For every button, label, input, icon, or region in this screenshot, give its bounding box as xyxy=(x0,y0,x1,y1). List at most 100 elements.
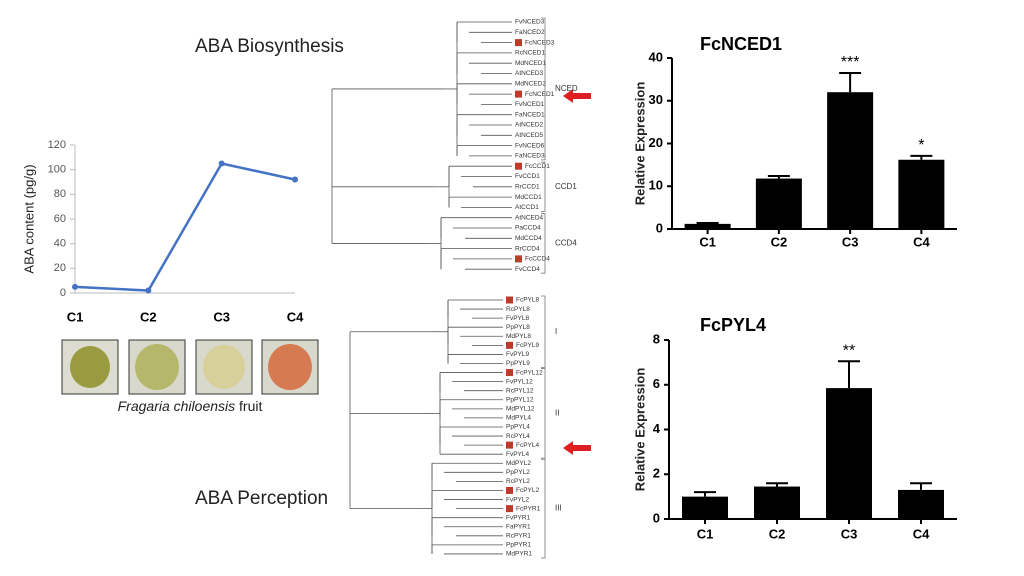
leaf-label: PpPYL4 xyxy=(506,424,530,431)
x-tick-label: C2 xyxy=(769,526,786,541)
leaf-label: MdNCED2 xyxy=(515,81,546,88)
group-bracket xyxy=(541,17,546,161)
y-tick-label: 40 xyxy=(54,238,66,250)
leaf-label: FvCCD1 xyxy=(515,173,540,180)
leaf-label: PpPYL9 xyxy=(506,360,530,367)
leaf-label: FcPYL8 xyxy=(516,297,540,304)
y-tick-label: 0 xyxy=(656,220,663,235)
group-bracket xyxy=(541,458,546,559)
leaf-label: PpPYL8 xyxy=(506,324,530,331)
bar xyxy=(755,178,802,229)
bar xyxy=(898,489,944,519)
leaf-label: FcPYL2 xyxy=(516,487,540,494)
y-tick-label: 20 xyxy=(649,135,663,150)
bar xyxy=(754,486,800,519)
marker xyxy=(515,162,522,170)
leaf-label: FvPYL4 xyxy=(506,451,530,458)
perception-heading: ABA Perception xyxy=(195,488,328,509)
bar xyxy=(826,388,872,519)
leaf-label: FvNCED1 xyxy=(515,101,545,108)
x-tick-label: C4 xyxy=(913,526,930,541)
y-tick-label: 60 xyxy=(54,213,66,225)
leaf-label: FvPYL8 xyxy=(506,315,530,322)
y-tick-label: 2 xyxy=(653,466,660,481)
y-tick-label: 0 xyxy=(60,287,66,299)
marker xyxy=(515,39,522,47)
x-tick-label: C2 xyxy=(771,234,788,249)
leaf-label: AtNCED2 xyxy=(515,122,544,129)
x-tick-label: C4 xyxy=(287,309,304,324)
error-bar xyxy=(766,482,788,487)
y-tick-label: 6 xyxy=(653,376,660,391)
arrows xyxy=(563,89,591,455)
marker xyxy=(506,341,513,349)
group-bracket xyxy=(541,161,546,212)
y-tick-label: 4 xyxy=(653,421,661,436)
leaf-label: RcPYR1 xyxy=(506,533,531,540)
leaf-label: FcPYR1 xyxy=(516,505,541,512)
marker xyxy=(515,255,522,263)
arrow xyxy=(563,89,591,103)
x-tick-label: C2 xyxy=(140,309,157,324)
bar xyxy=(898,159,945,229)
marker xyxy=(506,369,513,377)
leaf-label: FaPYR1 xyxy=(506,523,531,530)
y-tick-label: 10 xyxy=(649,178,663,193)
leaf-label: MdCCD1 xyxy=(515,194,542,201)
leaf-label: FcPYL9 xyxy=(516,342,540,349)
x-tick-label: C3 xyxy=(213,309,230,324)
leaf-label: RrCCD1 xyxy=(515,184,540,191)
fruit xyxy=(135,344,179,390)
group-bracket xyxy=(541,213,546,274)
group-label: NCED xyxy=(555,84,578,93)
leaf-label: FvPYR1 xyxy=(506,514,531,521)
y-tick-label: 0 xyxy=(653,510,660,525)
leaf-label: PpPYL2 xyxy=(506,469,530,476)
error-bar xyxy=(767,174,790,179)
biosynthesis-heading: ABA Biosynthesis xyxy=(195,36,344,57)
point xyxy=(145,287,152,294)
leaf-label: PaCCD4 xyxy=(515,225,541,232)
y-tick-label: 40 xyxy=(649,49,663,64)
bar xyxy=(682,496,728,519)
significance-label: *** xyxy=(841,54,860,71)
leaf-label: FcPYL4 xyxy=(516,442,540,449)
error-bar xyxy=(696,222,719,225)
fruit xyxy=(268,344,312,390)
leaf-label: PpPYL12 xyxy=(506,396,534,403)
leaf-label: AtNCED5 xyxy=(515,132,544,139)
leaf-label: PpPYR1 xyxy=(506,542,531,549)
y-axis-label: Relative Expression xyxy=(632,368,647,492)
leaf-label: FcCCD4 xyxy=(525,256,550,263)
y-tick-label: 8 xyxy=(653,331,660,346)
data-line xyxy=(74,162,296,292)
leaf-label: FcNCED1 xyxy=(525,91,555,98)
leaf-label: MdPYL12 xyxy=(506,406,535,413)
arrow xyxy=(563,441,591,455)
leaf-label: MdCCD4 xyxy=(515,235,542,242)
leaf-label: FcCCD1 xyxy=(525,163,550,170)
bar xyxy=(684,223,731,229)
leaf-label: FvNCED6 xyxy=(515,142,545,149)
group-label: III xyxy=(555,504,562,513)
leaf-label: FcNCED3 xyxy=(525,39,555,46)
x-tick-label: C4 xyxy=(913,234,930,249)
group-label: CCD4 xyxy=(555,239,577,248)
x-tick-label: C3 xyxy=(842,234,859,249)
leaf-label: MdNCED1 xyxy=(515,60,546,67)
y-tick-label: 100 xyxy=(48,164,66,176)
leaf-label: FcPYL12 xyxy=(516,369,543,376)
x-tick-label: C3 xyxy=(841,526,858,541)
leaf-label: FvCCD4 xyxy=(515,266,540,273)
caption: Fragaria chiloensis fruit xyxy=(118,398,263,414)
chart-title: FcPYL4 xyxy=(700,315,766,335)
point xyxy=(218,160,225,167)
point xyxy=(72,283,78,290)
leaf-label: MdPYR1 xyxy=(506,551,532,558)
leaf-label: FvPYL2 xyxy=(506,496,530,503)
leaf-label: RcPYL2 xyxy=(506,478,530,485)
error-bar xyxy=(694,491,716,497)
leaf-label: RcPYL4 xyxy=(506,433,530,440)
leaf-label: FaNCED3 xyxy=(515,153,545,160)
